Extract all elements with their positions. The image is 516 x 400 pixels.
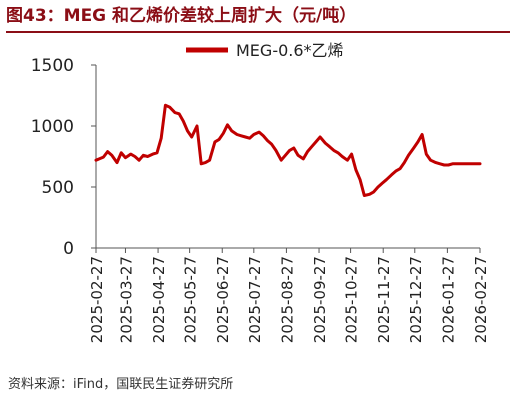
title-divider	[6, 31, 510, 33]
y-tick-label: 1000	[31, 117, 74, 137]
line-chart: 0 500 1000 1500 2025-02-27 2025-03-27 2025-04-…	[31, 41, 490, 343]
y-tick-label: 0	[63, 239, 74, 259]
y-tick-label: 500	[42, 178, 74, 198]
legend-label: MEG-0.6*乙烯	[236, 41, 344, 60]
series-line-meg	[94, 103, 482, 197]
x-tick-label: 2026-01-27	[439, 256, 457, 343]
x-tick-label: 2025-07-27	[246, 256, 264, 343]
x-tick-label: 2026-02-27	[472, 256, 490, 343]
y-tick-label: 1500	[31, 56, 74, 76]
x-tick-label: 2025-03-27	[117, 256, 135, 343]
x-tick-label: 2025-04-27	[150, 256, 168, 343]
x-tick-label: 2025-12-27	[407, 256, 425, 343]
x-tick-label: 2025-06-27	[214, 256, 232, 343]
x-tick-label: 2025-10-27	[343, 256, 361, 343]
x-tick-label: 2025-05-27	[182, 256, 200, 343]
source-note: 资料来源：iFind，国联民生证券研究所	[8, 377, 234, 392]
figure-title: 图43：MEG 和乙烯价差较上周扩大（元/吨）	[6, 6, 357, 26]
x-tick-label: 2025-08-27	[278, 256, 296, 343]
x-tick-label: 2025-02-27	[88, 256, 106, 343]
x-tick-label: 2025-09-27	[311, 256, 329, 343]
x-tick-label: 2025-11-27	[375, 256, 393, 343]
